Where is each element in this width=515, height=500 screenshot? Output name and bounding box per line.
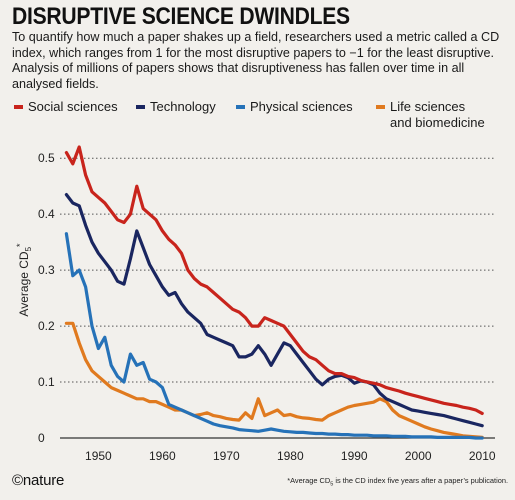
x-tick-label: 1950 — [85, 449, 112, 463]
y-axis-label-sub: 5 — [24, 246, 33, 251]
footnote-sub: 5 — [330, 481, 334, 488]
y-tick-label: 0.5 — [38, 151, 55, 165]
footnote: *Average CD5 is the CD index five years … — [250, 476, 508, 487]
y-tick-label: 0.1 — [38, 375, 55, 389]
series-line-social-sciences — [64, 145, 484, 415]
chart-title: DISRUPTIVE SCIENCE DWINDLES — [12, 3, 350, 30]
legend-item-life-sciences: Life sciences and biomedicine — [376, 99, 485, 131]
legend-swatch-technology — [136, 105, 145, 109]
y-axis-label-main: Average CD — [17, 251, 31, 316]
legend-label-social-sciences: Social sciences — [28, 99, 118, 114]
legend-swatch-physical-sciences — [236, 105, 245, 109]
y-axis-tick-labels: 0 0.1 0.2 0.3 0.4 0.5 — [38, 151, 55, 445]
chart-subtitle: To quantify how much a paper shakes up a… — [12, 30, 500, 91]
y-tick-label: 0 — [38, 431, 45, 445]
legend-label-physical-sciences: Physical sciences — [250, 99, 353, 114]
nature-logo: ©nature — [12, 472, 65, 489]
series-lines — [64, 145, 484, 440]
x-tick-label: 2000 — [405, 449, 432, 463]
legend-item-technology: Technology — [136, 99, 216, 115]
y-tick-label: 0.4 — [38, 207, 55, 221]
footnote-text-a: *Average CD — [287, 476, 331, 485]
y-tick-label: 0.3 — [38, 263, 55, 277]
x-tick-label: 1970 — [213, 449, 240, 463]
y-tick-label: 0.2 — [38, 319, 55, 333]
legend-swatch-life-sciences — [376, 105, 385, 109]
legend-item-social-sciences: Social sciences — [14, 99, 118, 115]
legend: Social sciences Technology Physical scie… — [14, 99, 509, 135]
grid-lines — [60, 157, 495, 439]
series-line-technology — [64, 193, 484, 428]
legend-label-technology: Technology — [150, 99, 216, 114]
legend-label-life-sciences-line1: Life sciences — [390, 99, 466, 114]
x-axis-tick-labels: 1950 1960 1970 1980 1990 2000 2010 — [85, 449, 496, 463]
y-axis-label: Average CD5* — [15, 243, 33, 317]
series-line-life-sciences-and-biomedicine — [64, 321, 484, 439]
y-axis-label-sup: * — [15, 243, 25, 247]
footnote-text-b: is the CD index five years after a paper… — [333, 476, 508, 485]
legend-swatch-social-sciences — [14, 105, 23, 109]
x-tick-label: 1960 — [149, 449, 176, 463]
x-tick-label: 1980 — [277, 449, 304, 463]
legend-item-physical-sciences: Physical sciences — [236, 99, 353, 115]
legend-label-life-sciences-line2: and biomedicine — [390, 115, 485, 130]
series-line-physical-sciences — [64, 232, 484, 440]
x-tick-label: 2010 — [469, 449, 496, 463]
x-tick-label: 1990 — [341, 449, 368, 463]
